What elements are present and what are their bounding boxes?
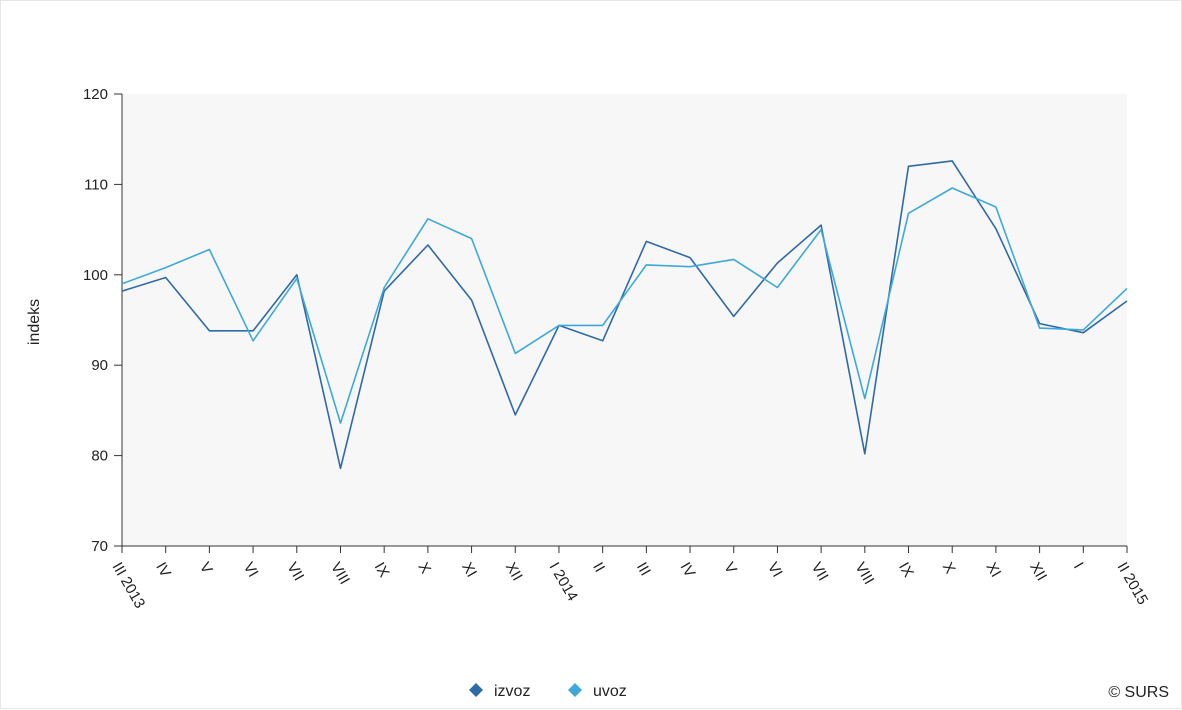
x-axis: III 2013 IV V VI VII VIII IX X XI XII I 2014 II III I… <box>109 545 1152 612</box>
data-point-izvoz[interactable] <box>905 162 913 170</box>
x-tick-label: X <box>939 560 959 577</box>
data-point-izvoz[interactable] <box>118 287 126 295</box>
x-tick-label: VII <box>808 560 832 584</box>
x-tick-label: V <box>720 560 740 577</box>
legend-marker-uvoz[interactable] <box>568 683 582 697</box>
legend-marker-izvoz[interactable] <box>469 683 483 697</box>
legend: izvoz uvoz <box>469 683 627 700</box>
x-tick-label: VI <box>240 560 262 581</box>
data-point-uvoz[interactable] <box>293 274 301 282</box>
x-tick-label: III 2013 <box>109 560 149 612</box>
data-point-izvoz[interactable] <box>686 254 694 262</box>
x-tick-label: IX <box>895 560 917 581</box>
data-point-uvoz[interactable] <box>249 337 257 345</box>
legend-label-uvoz[interactable]: uvoz <box>593 683 627 700</box>
x-tick-label: XI <box>982 560 1004 581</box>
data-point-izvoz[interactable] <box>468 296 476 304</box>
series-line-izvoz <box>121 160 1128 470</box>
y-axis: 70 80 90 100 110 120 <box>83 86 123 555</box>
data-point-uvoz[interactable] <box>642 261 650 269</box>
data-point-izvoz[interactable] <box>424 241 432 249</box>
y-tick-label: 90 <box>91 357 108 374</box>
y-tick-label: 70 <box>91 538 108 555</box>
data-point-uvoz[interactable] <box>730 255 738 263</box>
plot-area <box>122 94 1127 546</box>
x-tick-label: XI <box>458 560 480 581</box>
data-point-izvoz[interactable] <box>336 464 344 472</box>
data-point-uvoz[interactable] <box>1123 284 1131 292</box>
x-tick-label: IX <box>371 560 393 581</box>
x-tick-label: II <box>589 560 608 576</box>
data-point-izvoz[interactable] <box>511 411 519 419</box>
data-point-uvoz[interactable] <box>1036 324 1044 332</box>
x-tick-label: X <box>414 560 434 577</box>
x-tick-label: XII <box>502 560 526 584</box>
data-point-uvoz[interactable] <box>773 283 781 291</box>
data-point-uvoz[interactable] <box>686 263 694 271</box>
data-point-uvoz[interactable] <box>817 226 825 234</box>
series-line-uvoz <box>121 187 1128 424</box>
x-tick-label: II 2015 <box>1114 560 1152 608</box>
data-point-uvoz[interactable] <box>424 215 432 223</box>
x-tick-label: VII <box>283 560 307 584</box>
data-point-izvoz[interactable] <box>773 259 781 267</box>
x-tick-label: VI <box>764 560 786 581</box>
data-point-uvoz[interactable] <box>992 203 1000 211</box>
x-tick-label: IV <box>152 560 174 581</box>
y-tick-label: 120 <box>83 86 108 103</box>
x-tick-label: VIII <box>327 560 353 588</box>
data-point-uvoz[interactable] <box>1079 326 1087 334</box>
y-tick-label: 80 <box>91 448 108 465</box>
data-point-izvoz[interactable] <box>1123 297 1131 305</box>
data-point-uvoz[interactable] <box>599 321 607 329</box>
data-point-uvoz[interactable] <box>511 349 519 357</box>
x-tick-label: VIII <box>851 560 877 588</box>
data-point-izvoz[interactable] <box>948 157 956 165</box>
data-point-uvoz[interactable] <box>205 245 213 253</box>
x-tick-label: I 2014 <box>545 560 581 605</box>
series-layer <box>118 157 1131 472</box>
data-point-izvoz[interactable] <box>205 327 213 335</box>
data-point-izvoz[interactable] <box>642 237 650 245</box>
x-tick-label: I <box>1070 560 1087 572</box>
data-point-uvoz[interactable] <box>118 280 126 288</box>
data-point-izvoz[interactable] <box>861 450 869 458</box>
y-tick-label: 100 <box>83 267 108 284</box>
legend-label-izvoz[interactable]: izvoz <box>494 683 530 700</box>
data-point-uvoz[interactable] <box>162 264 170 272</box>
data-point-uvoz[interactable] <box>555 321 563 329</box>
x-tick-label: IV <box>677 560 699 581</box>
x-tick-label: V <box>196 560 216 577</box>
data-point-izvoz[interactable] <box>992 225 1000 233</box>
credit-text: © SURS <box>1108 684 1169 701</box>
x-tick-label: III <box>633 560 654 579</box>
data-point-uvoz[interactable] <box>336 419 344 427</box>
data-point-uvoz[interactable] <box>948 184 956 192</box>
data-point-uvoz[interactable] <box>905 209 913 217</box>
x-tick-label: XII <box>1026 560 1050 584</box>
data-point-izvoz[interactable] <box>162 274 170 282</box>
data-point-uvoz[interactable] <box>861 395 869 403</box>
y-axis-label: indeks <box>26 299 43 345</box>
data-point-izvoz[interactable] <box>730 312 738 320</box>
data-point-izvoz[interactable] <box>599 337 607 345</box>
data-point-uvoz[interactable] <box>468 235 476 243</box>
y-tick-label: 110 <box>84 176 108 193</box>
data-point-uvoz[interactable] <box>380 283 388 291</box>
